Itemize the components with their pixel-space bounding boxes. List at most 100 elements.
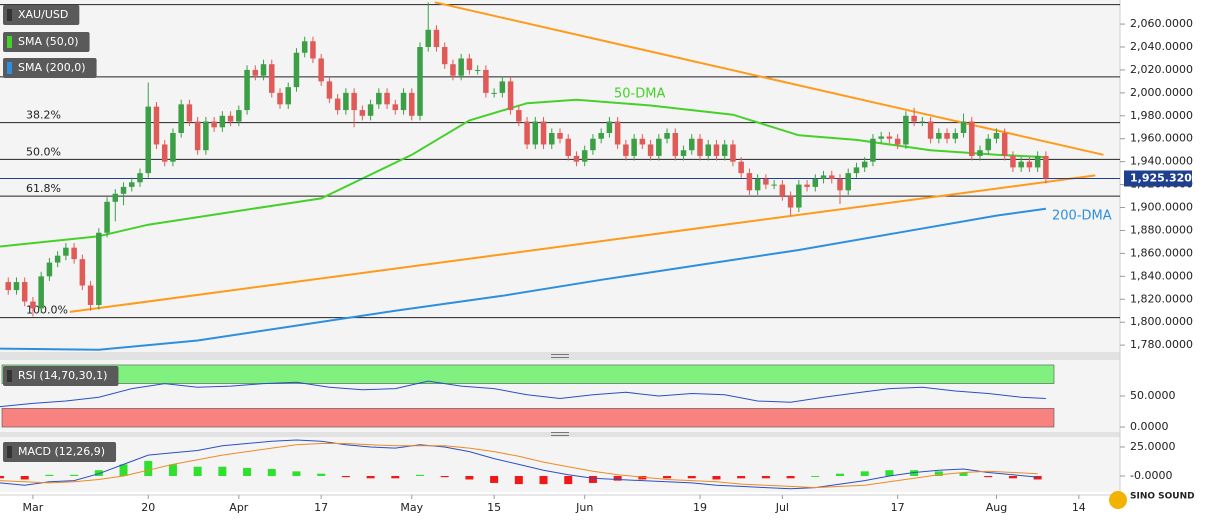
- panel-divider[interactable]: [0, 352, 1120, 360]
- candle-body: [977, 150, 983, 156]
- candle-body: [129, 182, 135, 187]
- legend-swatch: [7, 62, 12, 74]
- fib-label: 50.0%: [26, 145, 61, 158]
- macd-histogram-bar: [786, 475, 795, 479]
- y-tick-label: 1,880.0000: [1130, 223, 1193, 236]
- candle-body: [664, 133, 670, 139]
- candle-body: [87, 285, 94, 305]
- y-tick-label: 1,900.0000: [1130, 201, 1193, 214]
- candle-body: [878, 136, 884, 139]
- macd-histogram-bar: [836, 473, 844, 476]
- candle-body: [639, 138, 646, 145]
- candle-body: [960, 121, 967, 134]
- price-panel: [0, 0, 1120, 352]
- candle-body: [161, 144, 168, 162]
- watermark-logo: SINO SOUND: [1109, 491, 1195, 509]
- candle-body: [351, 92, 357, 111]
- y-tick-label: 25.0000: [1130, 440, 1176, 453]
- candle-body: [310, 41, 316, 59]
- macd-histogram-bar: [761, 475, 770, 479]
- rsi-band: [1, 408, 1055, 428]
- macd-histogram-bar: [564, 475, 573, 485]
- candle-body: [277, 92, 283, 105]
- legend-label: MACD (12,26,9): [18, 445, 105, 458]
- candle-body: [927, 121, 934, 139]
- candle-body: [969, 121, 975, 156]
- macd-histogram-bar: [70, 474, 79, 476]
- fib-label: 38.2%: [26, 109, 61, 122]
- ma-annotation: 50-DMA: [614, 87, 665, 102]
- macd-histogram-bar: [613, 475, 622, 481]
- candle-body: [689, 138, 695, 151]
- macd-histogram-bar: [341, 475, 350, 478]
- candle-body: [936, 133, 942, 139]
- candle-body: [219, 115, 226, 128]
- candle-body: [1018, 161, 1024, 168]
- macd-histogram-bar: [687, 475, 696, 479]
- macd-histogram-bar: [440, 475, 449, 478]
- legend-box[interactable]: [3, 366, 119, 386]
- panel-divider[interactable]: [0, 432, 1120, 437]
- candle-body: [911, 115, 917, 122]
- candle-body: [170, 133, 176, 162]
- fib-label: 61.8%: [26, 182, 61, 195]
- candle-body: [433, 29, 440, 48]
- candle-body: [746, 173, 753, 191]
- y-tick-label: 2,000.0000: [1130, 86, 1193, 99]
- candle-body: [211, 121, 217, 128]
- candle-body: [894, 138, 901, 145]
- candle-body: [952, 133, 959, 139]
- y-tick-label: 2,060.0000: [1130, 17, 1193, 30]
- candle-body: [656, 138, 662, 156]
- candle-body: [104, 201, 110, 233]
- candle-body: [5, 282, 11, 291]
- x-tick-label: 14: [1072, 501, 1086, 514]
- candle-body: [705, 144, 711, 156]
- candle-body: [730, 144, 736, 162]
- candle-body: [837, 178, 843, 191]
- x-tick-label: 15: [487, 501, 501, 514]
- x-tick-label: Apr: [229, 501, 249, 514]
- legend-box[interactable]: [3, 442, 117, 462]
- moving-average: [0, 207, 1047, 351]
- y-tick-label: 2,020.0000: [1130, 63, 1193, 76]
- candle-body: [203, 121, 209, 151]
- candle-body: [145, 106, 151, 174]
- candle-body: [903, 115, 909, 145]
- candle-body: [507, 81, 514, 111]
- candle-body: [738, 161, 744, 174]
- macd-histogram-bar: [94, 470, 103, 476]
- macd-panel: [0, 437, 1120, 492]
- candle-body: [409, 92, 415, 116]
- y-tick-label: 1,820.0000: [1130, 292, 1193, 305]
- y-tick-label: 1,840.0000: [1130, 269, 1193, 282]
- ma-annotation: 200-DMA: [1052, 209, 1112, 224]
- candle-body: [269, 64, 275, 93]
- macd-histogram-bar: [638, 475, 647, 480]
- candle-body: [458, 58, 464, 76]
- candle-body: [590, 138, 596, 151]
- y-tick-label: 50.0000: [1130, 389, 1176, 402]
- candle-body: [499, 81, 506, 93]
- last-price-box: [1124, 170, 1192, 187]
- candle-body: [861, 161, 868, 168]
- y-tick-label: 1,940.0000: [1130, 155, 1193, 168]
- candle-body: [120, 186, 127, 194]
- legend-box[interactable]: [3, 58, 97, 78]
- candle-body: [334, 98, 341, 111]
- macd-histogram-bar: [391, 475, 400, 479]
- candle-body: [606, 121, 613, 134]
- candle-body: [244, 69, 250, 111]
- legend-box[interactable]: [3, 32, 90, 52]
- legend-box[interactable]: [3, 5, 80, 25]
- candle-body: [721, 144, 728, 156]
- macd-histogram-bar: [490, 475, 499, 483]
- candle-body: [623, 144, 629, 156]
- candle-body: [524, 121, 530, 145]
- candle-body: [285, 87, 291, 105]
- candle-body: [186, 104, 193, 122]
- candle-body: [293, 52, 300, 88]
- candle-body: [384, 92, 390, 105]
- candle-body: [680, 150, 687, 156]
- candle-body: [343, 92, 349, 111]
